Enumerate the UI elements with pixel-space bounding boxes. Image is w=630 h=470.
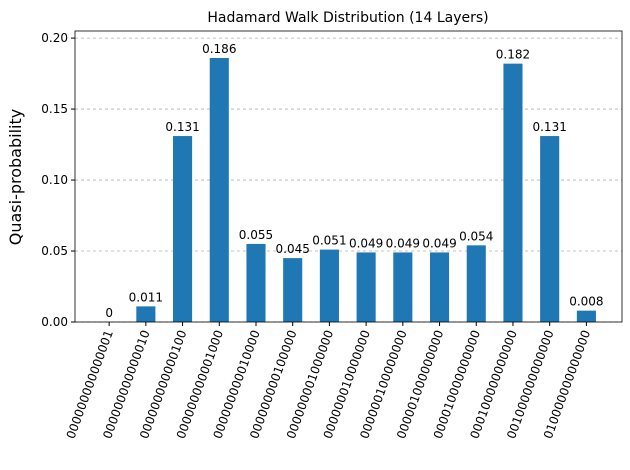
plot-frame <box>74 30 623 323</box>
bar <box>540 136 560 322</box>
bar <box>356 252 376 322</box>
bar <box>283 258 303 322</box>
y-tick-label: 0.05 <box>41 244 68 258</box>
bar <box>209 57 229 322</box>
bar <box>429 252 450 322</box>
value-label: 0.049 <box>422 236 456 250</box>
value-label: 0.051 <box>312 234 346 248</box>
value-label: 0.054 <box>459 229 493 243</box>
chart-title: Hadamard Walk Distribution (14 Layers) <box>207 10 488 26</box>
bar <box>173 136 193 322</box>
y-tick-label: 0.20 <box>41 31 68 45</box>
y-tick-label: 0.10 <box>41 173 68 187</box>
bar <box>466 245 486 322</box>
value-label: 0.049 <box>386 236 420 250</box>
bar <box>136 306 156 322</box>
bar <box>246 243 266 322</box>
bar <box>503 63 523 323</box>
y-axis-label: Quasi-probability <box>6 109 25 245</box>
bar <box>319 249 339 322</box>
value-label: 0.011 <box>129 290 163 304</box>
value-label: 0.131 <box>165 120 199 134</box>
value-label: 0.045 <box>276 242 310 256</box>
y-tick-label: 0.00 <box>41 315 68 329</box>
value-label: 0 <box>105 306 113 320</box>
bar <box>393 252 413 322</box>
bar <box>576 310 596 322</box>
y-tick-label: 0.15 <box>41 102 68 116</box>
value-label: 0.182 <box>496 48 530 62</box>
value-label: 0.008 <box>569 295 603 309</box>
value-label: 0.055 <box>239 228 273 242</box>
value-label: 0.131 <box>532 120 566 134</box>
value-label: 0.186 <box>202 42 236 56</box>
value-label: 0.049 <box>349 236 383 250</box>
